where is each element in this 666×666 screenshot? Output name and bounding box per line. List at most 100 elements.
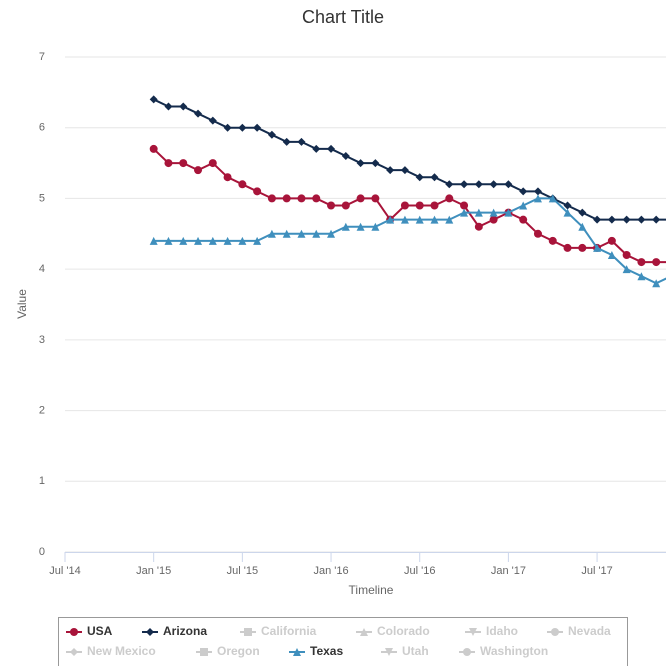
y-tick-label: 1	[39, 475, 45, 487]
point	[356, 194, 365, 203]
point	[179, 236, 188, 245]
legend-label[interactable]: Idaho	[486, 624, 518, 638]
point	[282, 194, 291, 203]
point	[282, 137, 291, 146]
point	[267, 194, 276, 203]
point	[519, 187, 528, 196]
y-tick-label: 5	[39, 192, 45, 204]
point	[386, 166, 395, 175]
point	[164, 102, 173, 111]
point	[415, 173, 424, 182]
legend-label[interactable]: Arizona	[163, 624, 207, 638]
point	[652, 279, 661, 288]
legend-symbol	[244, 628, 252, 636]
point	[445, 180, 454, 189]
x-tick-label: Jul '17	[581, 565, 612, 577]
point	[489, 180, 498, 189]
x-tick-label: Jul '15	[227, 565, 258, 577]
legend-symbol	[146, 628, 154, 636]
point	[548, 236, 557, 245]
x-tick-label: Jan '17	[491, 565, 526, 577]
legend-symbol	[70, 628, 78, 636]
point	[223, 123, 232, 132]
point	[607, 251, 616, 259]
series-line	[153, 98, 666, 221]
point	[238, 123, 247, 132]
point	[578, 222, 587, 231]
legend-label[interactable]: Oregon	[217, 644, 260, 658]
point	[548, 194, 557, 203]
point	[489, 215, 498, 224]
point	[652, 258, 661, 267]
point	[474, 208, 483, 217]
point	[327, 201, 336, 210]
y-tick-label: 0	[39, 546, 45, 558]
legend-label[interactable]: USA	[87, 624, 113, 638]
point	[460, 201, 469, 210]
point	[179, 102, 188, 111]
legend-label[interactable]: California	[261, 624, 317, 638]
y-axis-title: Value	[15, 289, 29, 319]
point	[430, 173, 439, 182]
legend-symbol	[385, 648, 393, 656]
point	[445, 194, 454, 203]
x-axis-title: Timeline	[349, 583, 394, 597]
point	[607, 215, 616, 224]
point	[371, 159, 380, 168]
legend-label[interactable]: Nevada	[568, 624, 611, 638]
point	[312, 194, 321, 203]
series-line	[152, 148, 666, 264]
point	[208, 159, 217, 168]
point	[533, 187, 542, 196]
point	[297, 229, 306, 238]
x-tick-label: Jan '15	[136, 565, 171, 577]
point	[415, 201, 424, 210]
y-tick-label: 2	[39, 404, 45, 416]
point	[400, 215, 409, 224]
point	[253, 236, 262, 245]
point	[238, 236, 247, 245]
point	[194, 166, 203, 175]
point	[223, 236, 232, 245]
point	[267, 229, 276, 238]
point	[253, 187, 262, 196]
legend-label[interactable]: Utah	[402, 644, 429, 658]
point	[578, 208, 587, 217]
legend-label[interactable]: Colorado	[377, 624, 430, 638]
point	[194, 236, 203, 245]
chart-title: Chart Title	[302, 7, 384, 27]
point	[356, 159, 365, 168]
legend-label[interactable]: Texas	[310, 644, 343, 658]
point	[578, 243, 587, 252]
point	[149, 144, 158, 153]
point	[593, 243, 602, 252]
point	[371, 222, 380, 231]
point	[297, 137, 306, 146]
y-tick-label: 6	[39, 122, 45, 134]
point	[312, 144, 321, 153]
point	[267, 130, 276, 139]
point	[519, 215, 528, 224]
point	[607, 236, 616, 245]
point	[297, 194, 306, 203]
point	[593, 215, 602, 224]
point	[341, 222, 350, 231]
point	[637, 215, 646, 224]
point	[253, 123, 262, 132]
point	[460, 180, 469, 189]
point	[238, 180, 247, 189]
point	[430, 215, 439, 224]
legend-label[interactable]: Washington	[480, 644, 548, 658]
legend-symbol	[469, 628, 477, 636]
point	[637, 258, 646, 267]
point	[208, 236, 217, 245]
point	[194, 109, 203, 118]
legend-label[interactable]: New Mexico	[87, 644, 156, 658]
point	[341, 201, 350, 210]
point	[149, 236, 158, 245]
point	[341, 152, 350, 160]
x-tick-label: Jan '16	[313, 565, 348, 577]
point	[430, 201, 439, 210]
legend-symbol	[551, 628, 559, 636]
